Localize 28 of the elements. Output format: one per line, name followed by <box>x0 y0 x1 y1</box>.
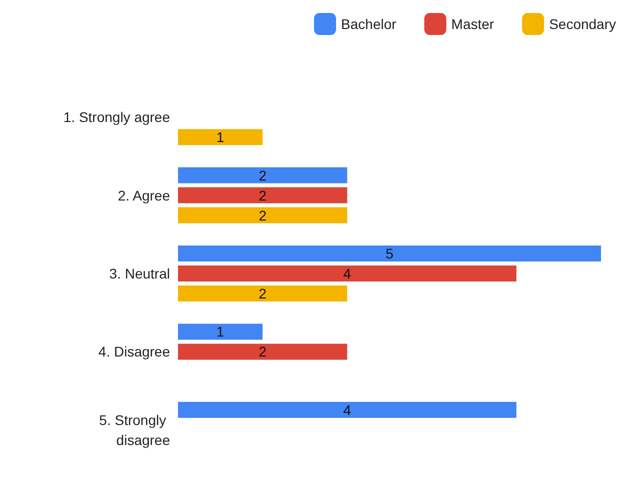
legend-label: Bachelor <box>341 16 397 32</box>
data-label: 2 <box>258 207 267 224</box>
data-label: 1 <box>216 324 224 340</box>
y-tick-label: 4. Disagree <box>98 344 170 360</box>
legend-label: Master <box>451 16 494 32</box>
bar <box>178 266 516 282</box>
bar <box>178 167 348 184</box>
bar <box>178 129 263 146</box>
bar <box>178 187 348 204</box>
bar <box>178 324 263 340</box>
y-tick-label: 5. Strongly disagree <box>99 412 170 448</box>
bar <box>178 286 348 302</box>
y-tick-label: 1. Strongly agree <box>63 109 170 126</box>
data-label: 2 <box>258 187 267 204</box>
bar <box>178 246 601 262</box>
bar <box>178 344 348 360</box>
data-label: 2 <box>258 167 267 184</box>
bar <box>178 402 516 418</box>
bar <box>178 207 348 224</box>
y-tick-label: 2. Agree <box>118 187 170 204</box>
data-label: 5 <box>386 246 394 262</box>
y-tick-label: 3. Neutral <box>109 266 170 282</box>
data-label: 1 <box>216 129 224 146</box>
data-label: 2 <box>258 344 267 360</box>
data-label: 4 <box>343 402 352 418</box>
legend-label: Secondary <box>549 16 616 32</box>
data-label: 2 <box>258 286 267 302</box>
data-label: 4 <box>343 266 352 282</box>
